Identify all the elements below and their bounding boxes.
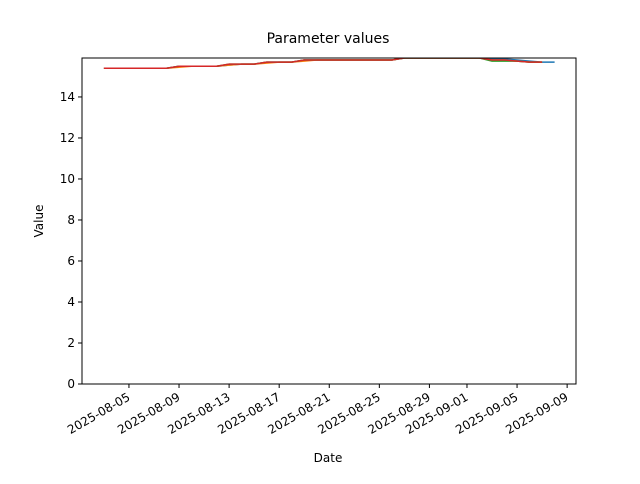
y-tick-label: 12 bbox=[60, 131, 75, 145]
plot-frame bbox=[81, 57, 577, 385]
chart-title: Parameter values bbox=[267, 31, 390, 47]
x-axis-label: Date bbox=[314, 451, 343, 465]
series-line bbox=[103, 58, 543, 69]
y-tick-label: 0 bbox=[67, 377, 75, 391]
y-tick-label: 10 bbox=[60, 172, 75, 186]
y-axis-label: Value bbox=[32, 205, 46, 238]
y-tick-label: 8 bbox=[67, 213, 75, 227]
y-tick-label: 2 bbox=[67, 336, 75, 350]
y-tick-label: 6 bbox=[67, 254, 75, 268]
plot-lines bbox=[103, 58, 555, 69]
y-tick-label: 14 bbox=[60, 90, 75, 104]
y-tick-label: 4 bbox=[67, 295, 75, 309]
